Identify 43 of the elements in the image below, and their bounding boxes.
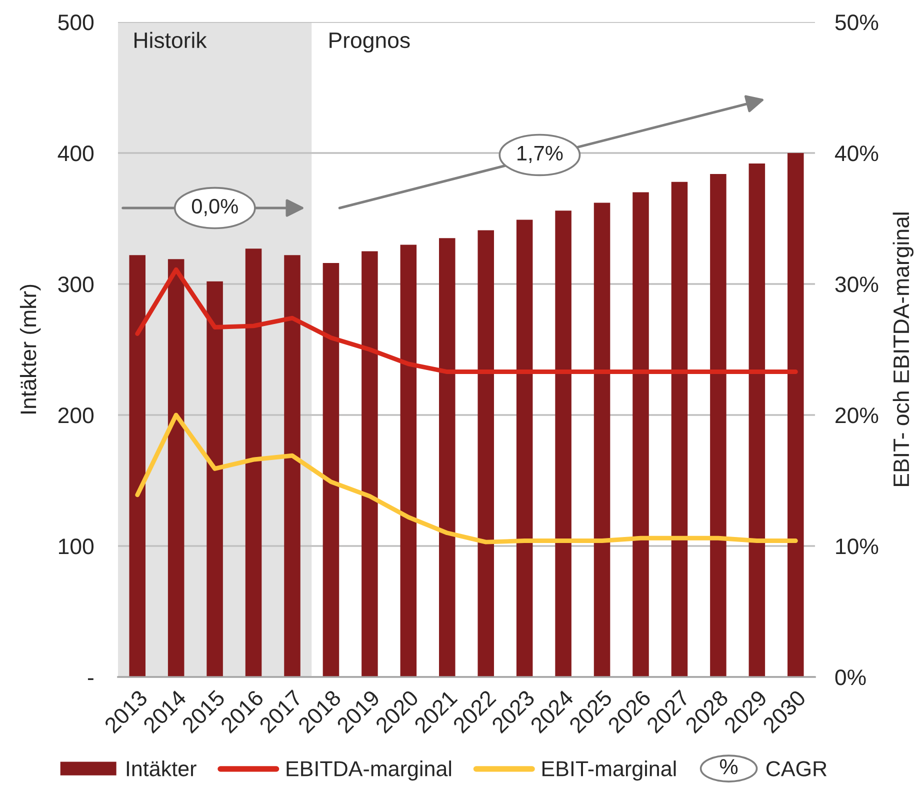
legend-label: Intäkter xyxy=(126,760,196,776)
y2-tick-label: 30% xyxy=(835,276,878,292)
line-series xyxy=(135,267,798,374)
bar xyxy=(284,255,300,677)
y2-tick-label: 0% xyxy=(835,670,866,686)
annotation: 0,0% xyxy=(192,198,238,216)
bar xyxy=(168,259,184,677)
y2-tick-label: 50% xyxy=(835,14,878,30)
y2-axis-title: EBIT- och EBITDA-marginal xyxy=(892,212,914,486)
bar xyxy=(245,248,262,677)
bar xyxy=(439,238,456,677)
y-tick-label: 200 xyxy=(58,408,94,424)
y-tick-label: 300 xyxy=(58,276,94,292)
annotation: Prognos xyxy=(330,32,410,53)
annotation: 1,7% xyxy=(518,146,563,164)
bar xyxy=(788,153,804,677)
y2-tick-label: 40% xyxy=(834,146,878,162)
y-tick-label: 400 xyxy=(58,146,94,162)
bar xyxy=(594,202,610,677)
bar xyxy=(322,263,340,677)
bar xyxy=(129,255,146,677)
bar xyxy=(400,244,417,677)
bar xyxy=(671,182,688,677)
y-axis-title: Intäkter (mkr) xyxy=(20,284,41,414)
bar xyxy=(516,220,533,677)
bar xyxy=(710,174,726,677)
bar xyxy=(206,281,223,677)
y2-tick-label: 20% xyxy=(836,408,878,424)
y-tick-label: 500 xyxy=(58,14,94,30)
bar xyxy=(555,210,572,677)
legend-label: EBITDA-marginal xyxy=(286,760,452,781)
text: CAGR xyxy=(766,761,827,776)
bar xyxy=(362,251,378,677)
y-tick-label: - xyxy=(88,678,94,680)
text: % xyxy=(720,759,738,774)
bar xyxy=(748,163,766,677)
y2-tick-label: 10% xyxy=(836,538,878,554)
legend-label: EBIT-marginal xyxy=(542,760,676,781)
band-label: Historik xyxy=(134,32,207,48)
bar xyxy=(632,192,649,677)
line-series xyxy=(135,412,798,544)
y-tick-label: 100 xyxy=(59,538,94,554)
bar xyxy=(478,230,494,677)
